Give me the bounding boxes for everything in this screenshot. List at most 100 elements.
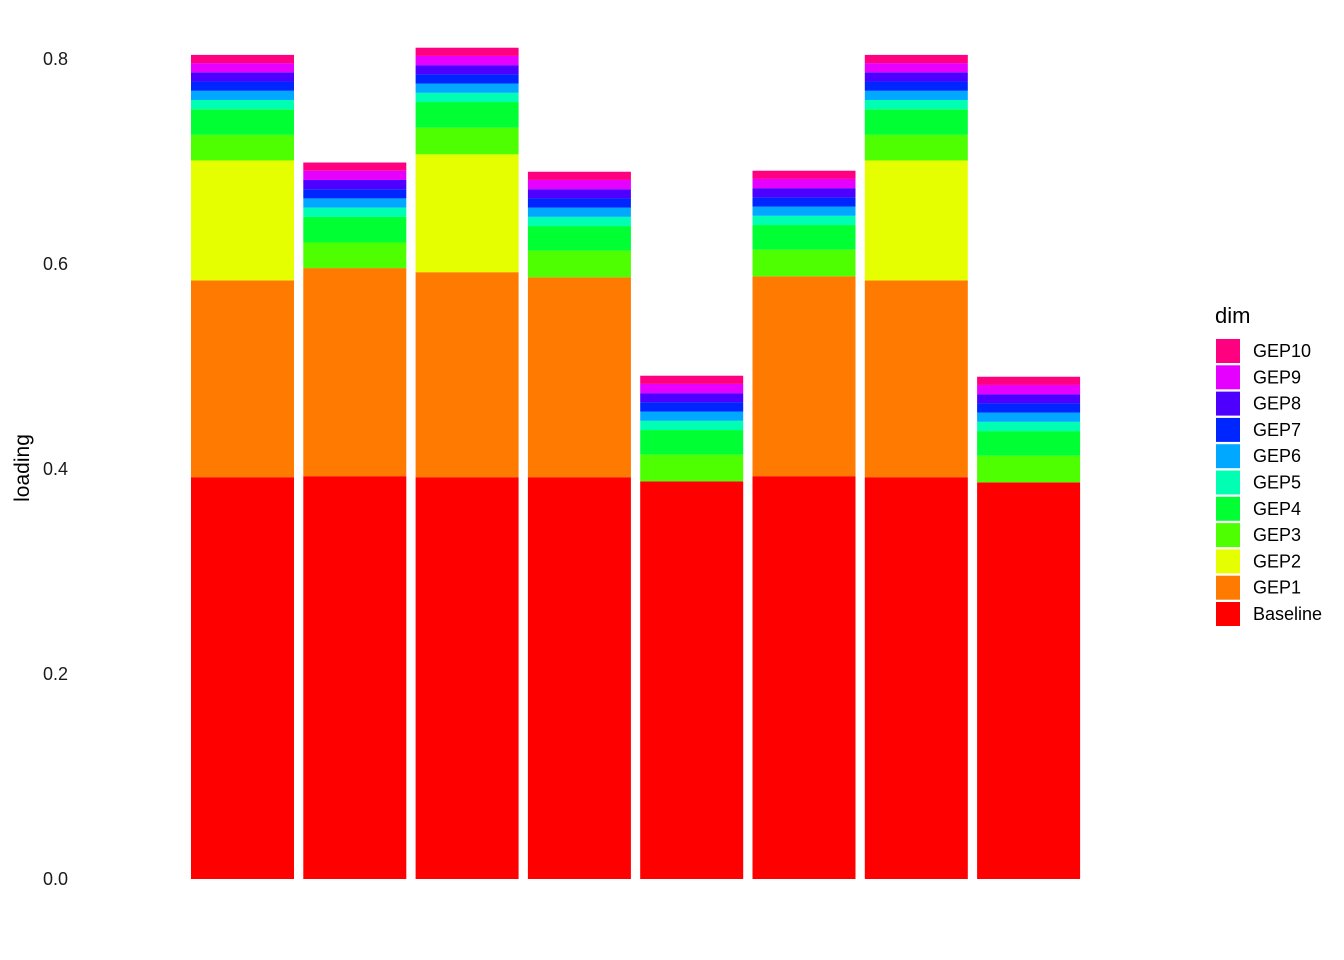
bar-segment-gep1 xyxy=(864,280,968,478)
bar-segment-baseline xyxy=(977,482,1081,879)
legend-label: GEP8 xyxy=(1253,394,1301,414)
bar-segment-gep10 xyxy=(752,170,856,179)
bar-segment-gep6 xyxy=(640,411,744,421)
bar-segment-gep10 xyxy=(640,375,744,384)
bar-segment-gep6 xyxy=(191,90,294,100)
bar-segment-gep7 xyxy=(864,81,968,91)
bar-segment-gep4 xyxy=(415,102,519,128)
bar-segment-gep4 xyxy=(640,430,744,455)
bar-segment-gep9 xyxy=(415,55,519,66)
bar-segment-gep9 xyxy=(752,178,856,189)
bar-segment-gep2 xyxy=(191,160,294,281)
bar-segment-gep3 xyxy=(864,134,968,161)
bar-segment-gep5 xyxy=(864,100,968,110)
legend-key-gep3 xyxy=(1216,523,1240,548)
bar-segment-baseline xyxy=(191,477,294,879)
bar-segment-gep5 xyxy=(752,215,856,226)
bar-segment-gep6 xyxy=(303,198,407,208)
legend-key-gep2 xyxy=(1216,549,1240,574)
bar-segment-gep9 xyxy=(977,384,1081,395)
bar-segment-gep10 xyxy=(977,376,1081,385)
bar-segment-gep7 xyxy=(977,403,1081,413)
y-tick-label: 0.8 xyxy=(43,49,68,69)
bar-segment-gep8 xyxy=(415,65,519,75)
bar-segment-gep5 xyxy=(303,207,407,217)
bar-segment-gep8 xyxy=(640,393,744,403)
bar-segment-gep6 xyxy=(527,207,631,217)
legend-label: GEP4 xyxy=(1253,499,1301,519)
bar-segment-gep9 xyxy=(527,179,631,190)
bar-segment-gep3 xyxy=(527,250,631,278)
legend-key-gep8 xyxy=(1216,391,1240,416)
bar-segment-gep6 xyxy=(752,206,856,216)
bar-segment-gep6 xyxy=(864,90,968,100)
bar-segment-gep4 xyxy=(752,225,856,250)
legend-title: dim xyxy=(1215,303,1250,328)
bar-segment-gep1 xyxy=(303,268,407,477)
bar-segment-gep4 xyxy=(191,109,294,135)
legend: dim GEP10GEP9GEP8GEP7GEP6GEP5GEP4GEP3GEP… xyxy=(1215,303,1322,626)
legend-items: GEP10 GEP9 GEP8 GEP7 GEP6 GEP5 GEP4 GEP3 GEP2 GEP… xyxy=(1216,339,1322,626)
bar-segment-gep1 xyxy=(752,276,856,477)
bar-segment-gep9 xyxy=(864,63,968,73)
bar-segment-gep5 xyxy=(977,421,1081,432)
bar-segment-gep7 xyxy=(527,198,631,208)
bar-segment-gep7 xyxy=(415,74,519,84)
legend-label: GEP5 xyxy=(1253,473,1301,493)
bar-segment-gep3 xyxy=(977,455,1081,483)
bar-segment-gep10 xyxy=(864,54,968,64)
bar-segment-baseline xyxy=(527,477,631,879)
bar-segment-gep2 xyxy=(864,160,968,281)
bar-segment-gep1 xyxy=(415,272,519,478)
bar-segment-gep8 xyxy=(752,188,856,198)
legend-label: GEP2 xyxy=(1253,551,1301,571)
bar-segment-baseline xyxy=(303,476,407,879)
bar-segment-gep4 xyxy=(527,226,631,251)
bar-segment-gep9 xyxy=(640,383,744,394)
legend-key-gep5 xyxy=(1216,470,1240,495)
bar-segment-baseline xyxy=(640,481,744,879)
y-axis-title: loading xyxy=(11,434,34,502)
bar-segment-gep8 xyxy=(864,72,968,82)
bar-segment-gep9 xyxy=(191,63,294,73)
bar-segment-gep10 xyxy=(527,171,631,180)
bar-segment-gep8 xyxy=(303,179,407,190)
bar-segment-gep9 xyxy=(303,170,407,180)
legend-key-gep10 xyxy=(1216,339,1240,363)
bar-segment-baseline xyxy=(415,477,519,879)
bar-segment-gep3 xyxy=(191,134,294,161)
legend-key-gep7 xyxy=(1216,417,1240,442)
legend-label: GEP6 xyxy=(1253,446,1301,466)
y-axis-ticks: 0.0 0.2 0.4 0.6 0.8 xyxy=(43,49,68,889)
legend-label: Baseline xyxy=(1253,604,1322,624)
bar-segment-gep1 xyxy=(527,277,631,478)
legend-key-gep9 xyxy=(1216,365,1240,390)
bar-segment-gep2 xyxy=(415,154,519,273)
bar-segment-gep10 xyxy=(415,47,519,56)
legend-label: GEP9 xyxy=(1253,367,1301,387)
bar-segment-baseline xyxy=(864,477,968,879)
legend-key-gep1 xyxy=(1216,575,1240,600)
legend-key-baseline xyxy=(1216,602,1240,626)
bar-segment-gep7 xyxy=(303,189,407,199)
bar-segment-baseline xyxy=(752,476,856,879)
bar-segment-gep7 xyxy=(752,197,856,207)
legend-key-gep4 xyxy=(1216,496,1240,521)
legend-label: GEP3 xyxy=(1253,525,1301,545)
bar-segment-gep5 xyxy=(640,420,744,431)
bar-segment-gep4 xyxy=(864,109,968,135)
bar-segment-gep8 xyxy=(527,189,631,199)
bar-segment-gep3 xyxy=(415,127,519,155)
bar-segment-gep5 xyxy=(415,92,519,103)
legend-label: GEP1 xyxy=(1253,578,1301,598)
y-tick-label: 0.0 xyxy=(43,869,68,889)
y-tick-label: 0.6 xyxy=(43,254,68,274)
bar-segment-gep5 xyxy=(191,100,294,110)
bar-segment-gep3 xyxy=(303,242,407,269)
bar-segment-gep10 xyxy=(191,54,294,64)
bar-segment-gep5 xyxy=(527,216,631,227)
bar-segment-gep7 xyxy=(640,402,744,412)
bar-segment-gep6 xyxy=(415,83,519,93)
y-tick-label: 0.2 xyxy=(43,664,68,684)
